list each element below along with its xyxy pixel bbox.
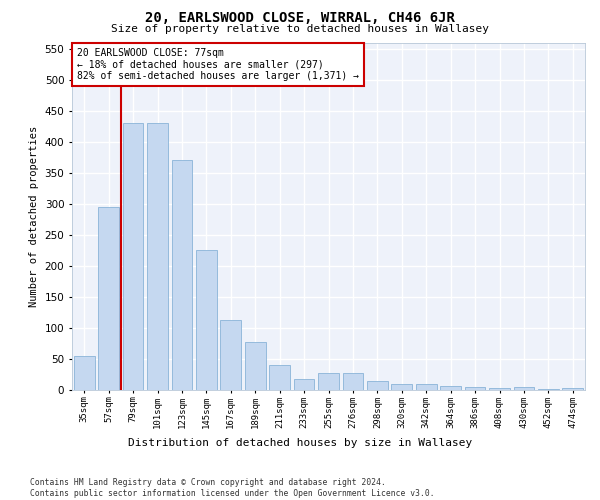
Bar [562, 388, 583, 390]
Bar [416, 384, 437, 390]
Bar [98, 207, 119, 390]
Bar [440, 386, 461, 390]
Text: Contains HM Land Registry data © Crown copyright and database right 2024.
Contai: Contains HM Land Registry data © Crown c… [30, 478, 434, 498]
Bar [220, 320, 241, 390]
Y-axis label: Number of detached properties: Number of detached properties [29, 126, 39, 307]
Bar [74, 356, 95, 390]
Bar [196, 250, 217, 390]
Bar [269, 365, 290, 390]
Bar [122, 123, 143, 390]
Bar [489, 388, 510, 390]
Text: Distribution of detached houses by size in Wallasey: Distribution of detached houses by size … [128, 438, 472, 448]
Bar [343, 373, 364, 390]
Bar [245, 342, 266, 390]
Bar [367, 380, 388, 390]
Bar [147, 123, 168, 390]
Text: 20, EARLSWOOD CLOSE, WIRRAL, CH46 6JR: 20, EARLSWOOD CLOSE, WIRRAL, CH46 6JR [145, 11, 455, 25]
Text: Size of property relative to detached houses in Wallasey: Size of property relative to detached ho… [111, 24, 489, 34]
Bar [391, 384, 412, 390]
Bar [318, 373, 339, 390]
Bar [514, 387, 535, 390]
Bar [464, 387, 485, 390]
Text: 20 EARLSWOOD CLOSE: 77sqm
← 18% of detached houses are smaller (297)
82% of semi: 20 EARLSWOOD CLOSE: 77sqm ← 18% of detac… [77, 48, 359, 81]
Bar [538, 389, 559, 390]
Bar [172, 160, 193, 390]
Bar [293, 380, 314, 390]
